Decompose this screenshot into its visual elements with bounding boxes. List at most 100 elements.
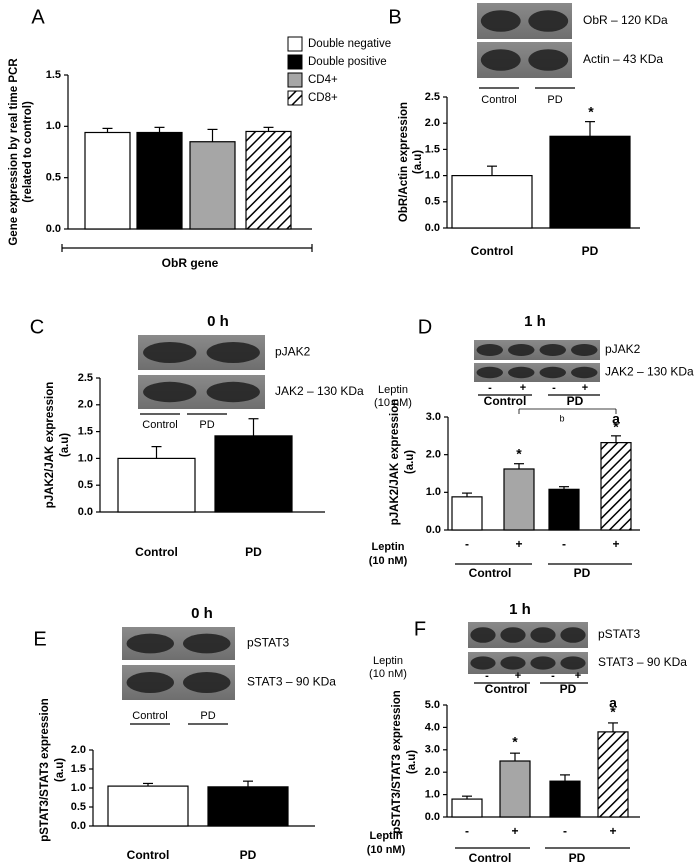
treatment-label: (10 nM) xyxy=(367,844,406,856)
group-label: PD xyxy=(569,851,586,865)
bar xyxy=(503,468,535,531)
y-tick-label: 3.0 xyxy=(425,744,440,756)
legend-swatch xyxy=(287,36,303,52)
blot-band xyxy=(206,342,260,363)
y-axis-label: pSTAT3/STAT3 expression xyxy=(39,698,51,842)
bar xyxy=(451,496,483,531)
blot-group-label: Control xyxy=(484,394,527,408)
y-tick-label: 5.0 xyxy=(425,699,440,711)
blot-band xyxy=(480,10,521,32)
y-tick-label: 1.5 xyxy=(71,763,86,775)
panel-label: D xyxy=(418,316,432,338)
y-axis-label: (a.u) xyxy=(404,450,416,474)
legend-swatch xyxy=(287,72,303,88)
panel-title: 0 h xyxy=(207,313,229,330)
blot-lane-label: PD xyxy=(547,94,562,106)
annotation: b xyxy=(559,413,564,423)
blot-band-label: pJAK2 xyxy=(275,345,311,359)
panel-label: F xyxy=(414,618,426,640)
blot-group-label: Control xyxy=(485,682,528,696)
blot-group-label: PD xyxy=(567,394,584,408)
blot-band xyxy=(530,656,556,670)
blot-lane-label: + xyxy=(582,382,588,394)
bar xyxy=(549,780,581,818)
y-tick-label: 1.0 xyxy=(425,170,440,182)
x-category-label: + xyxy=(609,824,616,838)
bar xyxy=(451,175,533,229)
x-category-label: + xyxy=(515,537,522,551)
x-category-label: - xyxy=(465,824,469,838)
x-category-label: - xyxy=(562,537,566,551)
blot-band xyxy=(470,627,496,643)
blot-band xyxy=(571,366,598,379)
legend-label: Double positive xyxy=(308,56,387,68)
blot-band-label: pSTAT3 xyxy=(598,627,641,641)
y-axis-label: ObR/Actin expression xyxy=(398,102,410,222)
x-category-label: + xyxy=(612,537,619,551)
bar xyxy=(136,131,183,230)
y-axis-label: Gene expression by real time PCR xyxy=(8,58,20,246)
blot-lane-label: PD xyxy=(199,419,214,431)
bar xyxy=(549,135,631,229)
blot-band xyxy=(476,344,503,356)
x-category-label: - xyxy=(563,824,567,838)
blot-band-label: pJAK2 xyxy=(605,342,641,356)
bar xyxy=(84,131,131,230)
blot-lane-label: + xyxy=(520,382,526,394)
blot-band-label: JAK2 – 130 KDa xyxy=(275,384,364,398)
y-axis-label: pJAK2/JAK expression xyxy=(44,382,56,509)
blot-band xyxy=(183,672,231,693)
bar xyxy=(597,731,629,818)
panel-label: A xyxy=(31,6,45,28)
blot-lane-label: + xyxy=(575,670,581,682)
treatment-label: Leptin xyxy=(372,541,405,553)
group-label: Control xyxy=(469,851,512,865)
bar xyxy=(189,141,236,230)
group-label: PD xyxy=(574,566,591,580)
y-tick-label: 2.5 xyxy=(78,372,93,384)
blot-band xyxy=(470,656,496,670)
y-axis-label: (a.u) xyxy=(59,433,71,457)
blot-band xyxy=(500,627,526,643)
y-axis-label: (related to control) xyxy=(22,101,34,203)
y-tick-label: 2.0 xyxy=(71,744,86,756)
y-axis-label: (a.u) xyxy=(54,758,66,782)
bar xyxy=(499,760,531,818)
blot-band xyxy=(530,627,556,643)
blot-band xyxy=(571,344,598,356)
blot-band-label: pSTAT3 xyxy=(247,636,290,650)
y-tick-label: 0.0 xyxy=(425,222,440,234)
bar xyxy=(600,442,632,531)
legend-label: Double negative xyxy=(308,38,391,50)
annotation: a xyxy=(612,411,620,427)
blot-treatment-label: (10 nM) xyxy=(374,397,412,409)
blot-lane-label: + xyxy=(515,670,521,682)
bar xyxy=(207,786,289,827)
blot-band xyxy=(206,381,260,403)
x-category-label: Control xyxy=(135,545,178,559)
blot-band xyxy=(539,344,566,356)
y-tick-label: 2.0 xyxy=(78,399,93,411)
legend-swatch xyxy=(287,54,303,70)
panel-label: E xyxy=(33,628,46,650)
blot-band xyxy=(560,656,586,670)
y-axis-label: (a.u) xyxy=(412,150,424,174)
blot-lane-label: Control xyxy=(142,419,177,431)
blot-band-label: Actin – 43 KDa xyxy=(583,52,663,66)
annotation: * xyxy=(588,104,594,120)
bar xyxy=(214,435,293,513)
x-category-label: Control xyxy=(127,848,170,862)
y-tick-label: 0.0 xyxy=(46,223,61,235)
blot-lane-label: - xyxy=(551,670,555,682)
bar xyxy=(107,785,189,827)
annotation: a xyxy=(609,695,617,711)
blot-strip xyxy=(474,363,600,382)
panel-title: 1 h xyxy=(524,313,546,330)
panel-title: 0 h xyxy=(191,605,213,622)
y-tick-label: 1.0 xyxy=(46,120,61,132)
blot-band xyxy=(560,627,586,643)
x-category-label: PD xyxy=(240,848,257,862)
blot-band xyxy=(126,672,174,693)
treatment-label: (10 nM) xyxy=(369,555,408,567)
